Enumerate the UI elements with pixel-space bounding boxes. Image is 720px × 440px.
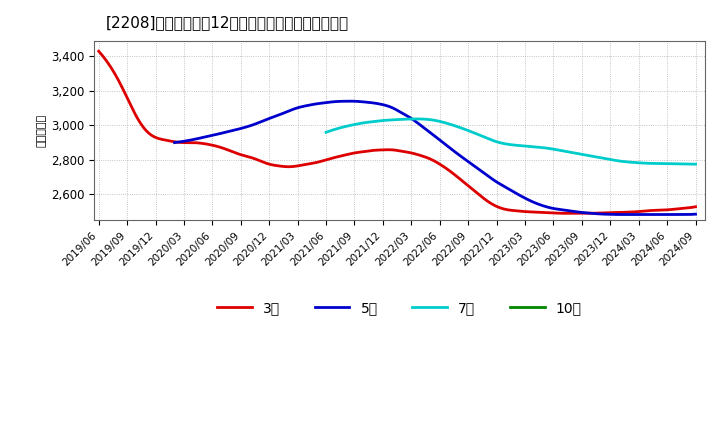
7年	[322, 130, 330, 135]
3年	[450, 172, 459, 177]
5年	[491, 178, 500, 183]
5年	[480, 171, 489, 176]
7年	[412, 116, 420, 121]
7年	[549, 147, 558, 152]
7年	[543, 146, 552, 151]
3年	[94, 48, 103, 54]
Y-axis label: （百万円）: （百万円）	[37, 114, 47, 147]
5年	[346, 99, 355, 104]
7年	[634, 160, 643, 165]
7年	[691, 161, 700, 167]
5年	[691, 212, 700, 217]
3年	[459, 180, 468, 185]
3年	[637, 209, 646, 214]
7年	[658, 161, 667, 166]
5年	[644, 212, 653, 217]
7年	[541, 145, 550, 150]
5年	[482, 172, 491, 177]
5年	[611, 212, 620, 217]
3年	[691, 204, 700, 209]
Line: 5年: 5年	[174, 101, 696, 215]
Text: [2208]　当期純利益12か月移動合計の平均値の推移: [2208] 当期純利益12か月移動合計の平均値の推移	[107, 15, 349, 30]
3年	[562, 211, 570, 216]
Line: 3年: 3年	[99, 51, 696, 213]
Line: 7年: 7年	[326, 119, 696, 164]
3年	[599, 210, 608, 216]
3年	[448, 170, 456, 175]
5年	[172, 140, 181, 145]
5年	[678, 212, 686, 217]
Legend: 3年, 5年, 7年, 10年: 3年, 5年, 7年, 10年	[212, 295, 588, 320]
3年	[96, 51, 105, 56]
5年	[170, 140, 179, 145]
7年	[323, 129, 332, 135]
